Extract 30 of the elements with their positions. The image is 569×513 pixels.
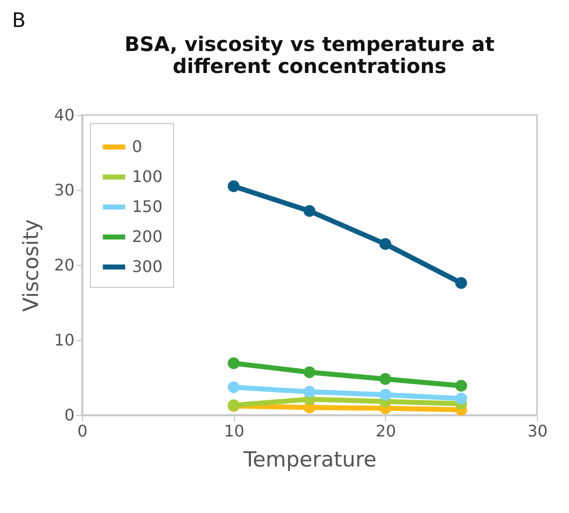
point (304, 205, 316, 217)
point (304, 386, 316, 398)
point (455, 277, 468, 289)
point (379, 238, 392, 250)
x-tick-label: 30 (527, 422, 548, 440)
x-tick-label: 20 (376, 422, 396, 440)
y-tick-label: 40 (54, 106, 74, 124)
point (228, 357, 240, 370)
legend-label: 100 (132, 167, 163, 186)
point (228, 381, 240, 394)
x-axis-title: Temperature (242, 448, 377, 472)
point (379, 388, 392, 401)
legend-label: 300 (132, 257, 163, 276)
y-tick-label: 30 (54, 180, 74, 200)
point (304, 366, 316, 378)
x-tick-label: 0 (77, 422, 88, 440)
point (379, 373, 392, 385)
legend-label: 200 (132, 227, 163, 246)
point (455, 380, 468, 392)
legend-label: 150 (132, 197, 163, 216)
y-axis-title: Viscosity (19, 219, 44, 312)
y-tick-label: 10 (54, 330, 74, 350)
point (228, 180, 240, 192)
chart-title: BSA, viscosity vs temperature at different concentrations (124, 32, 495, 78)
y-tick-label: 0 (64, 406, 74, 424)
x-tick-label: 10 (224, 422, 244, 440)
legend-label: 0 (132, 137, 142, 156)
point (455, 392, 468, 404)
text: B (12, 8, 26, 32)
y-tick-label: 20 (54, 256, 74, 274)
